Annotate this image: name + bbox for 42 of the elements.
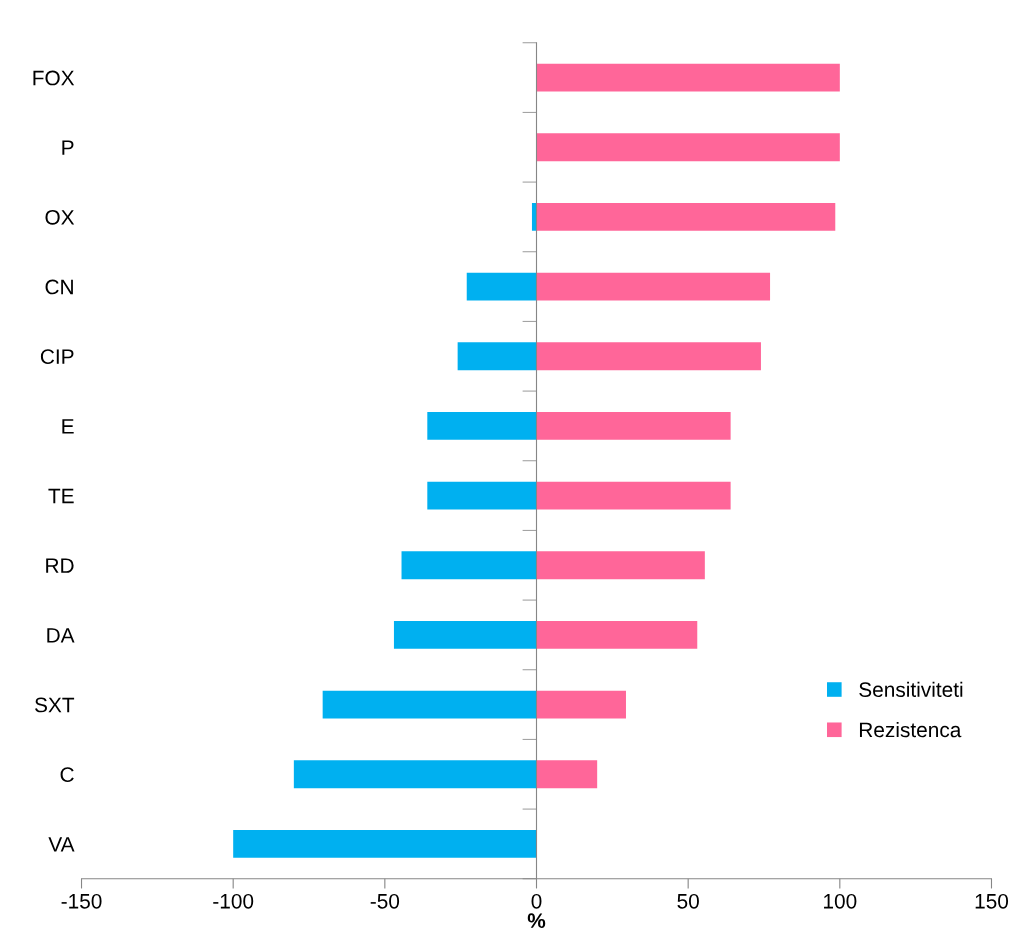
bar: [536, 202, 836, 231]
bar: [466, 272, 537, 301]
y-tick-label: FOX: [33, 70, 75, 86]
bar: [457, 342, 537, 371]
y-tick-label: TE: [48, 488, 74, 504]
bar: [536, 690, 626, 719]
y-tick-label: E: [62, 419, 74, 434]
bar: [427, 411, 537, 440]
y-tick-label: RD: [46, 558, 74, 573]
x-tick-label: -150: [61, 893, 102, 909]
bar: [536, 272, 771, 301]
y-tick-label: DA: [47, 628, 75, 643]
bar: [536, 133, 840, 162]
bar: [233, 829, 537, 858]
y-tick-label: C: [60, 767, 74, 782]
x-tick-label: 50: [677, 893, 699, 909]
y-tick-label: P: [62, 140, 74, 155]
bar: [536, 342, 761, 371]
x-axis-title: %: [527, 913, 546, 929]
y-tick-label: SXT: [35, 697, 75, 713]
y-tick-label: CN: [45, 279, 73, 295]
bar: [427, 481, 537, 510]
y-tick-label: VA: [48, 837, 75, 852]
bar: [401, 551, 537, 580]
y-tick-label: CIP: [40, 349, 74, 364]
x-tick-label: -50: [370, 893, 400, 909]
x-tick-label: 0: [531, 893, 542, 909]
bar: [293, 760, 537, 789]
bar: [322, 690, 537, 719]
bar: [536, 411, 731, 440]
x-tick-label: 100: [824, 893, 857, 909]
bar: [536, 481, 731, 510]
bar: [393, 620, 537, 649]
bar: [536, 551, 705, 580]
bar: [536, 760, 598, 789]
bar: [536, 63, 840, 92]
x-tick-label: -100: [213, 893, 254, 909]
legend-label: Rezistenca: [859, 721, 962, 738]
x-tick-label: 150: [975, 893, 1009, 909]
y-tick-label: OX: [45, 209, 75, 225]
legend-label: Sensitiviteti: [859, 681, 963, 698]
bar: [536, 620, 698, 649]
